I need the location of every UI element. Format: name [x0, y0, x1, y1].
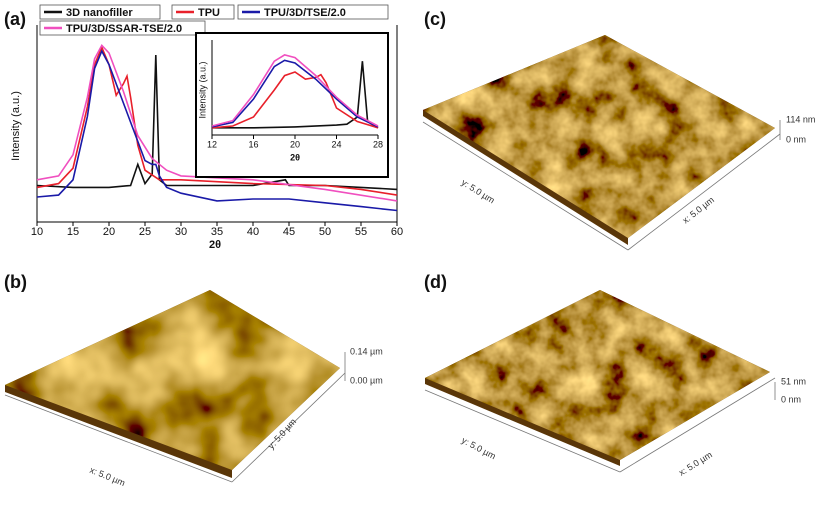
- x-tick-label: 50: [319, 226, 331, 238]
- z-min: 0 nm: [781, 394, 801, 404]
- x-tick-label: 12: [207, 139, 217, 149]
- x-tick-label: 35: [211, 226, 223, 238]
- legend-label: 3D nanofiller: [66, 7, 133, 19]
- z-max: 0.14 µm: [350, 346, 383, 356]
- x-tick-label: 20: [290, 139, 300, 149]
- afm-c: [422, 35, 781, 251]
- afm-b: [4, 290, 346, 483]
- x-tick-label: 60: [391, 226, 403, 238]
- series-line: [36, 44, 398, 202]
- series-line: [212, 61, 379, 129]
- x-axis-label: 2θ: [209, 239, 221, 251]
- series-line: [211, 71, 379, 129]
- z-min: 0.00 µm: [350, 375, 383, 385]
- legend-box: [237, 4, 389, 20]
- x-tick-label: 10: [31, 226, 43, 238]
- legend-box: [39, 4, 161, 20]
- x-axis-label: x: 5.0 µm: [88, 465, 126, 488]
- x-tick-label: 40: [247, 226, 259, 238]
- panel-label: (a): [4, 9, 26, 29]
- series-line: [36, 49, 398, 212]
- x-axis-label: 2θ: [290, 152, 300, 162]
- x-axis-label: x: 5.0 µm: [681, 195, 716, 226]
- y-axis-label: y: 5.0 µm: [460, 435, 498, 461]
- afm-d: [424, 290, 776, 473]
- panel-label: (b): [4, 272, 27, 292]
- z-max: 51 nm: [781, 376, 806, 386]
- x-tick-label: 28: [373, 139, 383, 149]
- legend-label: TPU: [198, 7, 220, 19]
- panel-label: (c): [424, 9, 446, 29]
- x-tick-label: 15: [67, 226, 79, 238]
- legend-label: TPU/3D/TSE/2.0: [264, 7, 346, 19]
- legend-box: [171, 4, 235, 20]
- x-tick-label: 45: [283, 226, 295, 238]
- x-axis-label: x: 5.0 µm: [677, 450, 714, 478]
- y-axis-label: Intensity (a.u.): [10, 91, 22, 161]
- y-axis-label: y: 5.0 µm: [460, 177, 497, 205]
- z-min: 0 nm: [786, 134, 806, 144]
- x-tick-label: 30: [175, 226, 187, 238]
- x-tick-label: 20: [103, 226, 115, 238]
- x-tick-label: 25: [139, 226, 151, 238]
- series-line: [211, 59, 379, 128]
- z-max: 114 nm: [786, 114, 815, 124]
- x-tick-label: 24: [331, 139, 341, 149]
- x-tick-label: 16: [248, 139, 258, 149]
- panel-label: (d): [424, 272, 447, 292]
- legend-box: [39, 20, 206, 36]
- series-line: [211, 54, 379, 127]
- legend-label: TPU/3D/SSAR-TSE/2.0: [66, 23, 182, 35]
- x-tick-label: 55: [355, 226, 367, 238]
- series-line: [36, 45, 398, 196]
- y-axis-label: Intensity (a.u.): [197, 61, 207, 118]
